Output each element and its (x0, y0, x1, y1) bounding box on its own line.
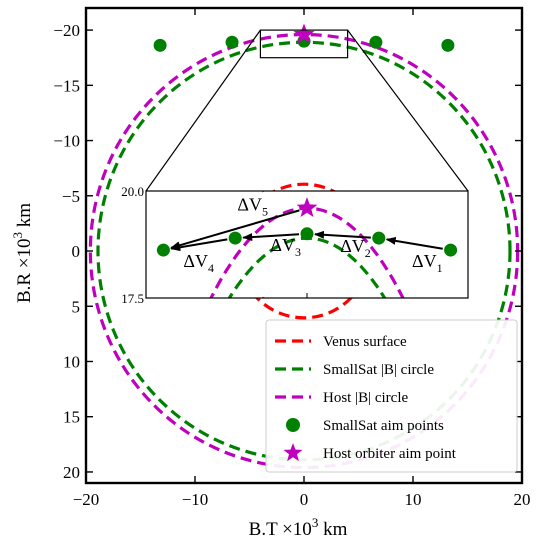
legend-box (265, 319, 518, 473)
smallsat-aim-point (225, 35, 239, 49)
y-tick-label: −15 (53, 76, 80, 95)
zoom-connector-left (145, 29, 261, 192)
y-tick-label: 5 (72, 297, 81, 316)
inset-smallsat-aim-point (300, 227, 314, 241)
delta-v-arrow-1 (385, 236, 443, 250)
legend-label-host-circle: Host |B| circle (323, 390, 408, 406)
delta-v-label-4: ΔV4 (183, 251, 214, 275)
legend-label-smallsat-points: SmallSat aim points (323, 418, 444, 434)
smallsat-aim-point (441, 38, 455, 52)
delta-v-label-3: ΔV3 (270, 235, 301, 259)
x-tick-label: 10 (405, 490, 422, 509)
x-tick-label: 0 (300, 490, 309, 509)
delta-v-label-2: ΔV2 (340, 236, 371, 260)
legend-label-host-point: Host orbiter aim point (323, 446, 457, 462)
inset-arrows (170, 209, 443, 252)
legend-key-host-point (283, 443, 303, 462)
inset-smallsat-aim-point (228, 231, 242, 245)
inset-smallsat-aim-point (444, 243, 458, 257)
x-tick-label: −10 (182, 490, 209, 509)
delta-v-label-5: ΔV5 (237, 194, 268, 218)
delta-v-arrow-2 (313, 230, 371, 239)
inset-y-tick-label: 20.0 (121, 184, 144, 199)
inset-points (156, 197, 458, 257)
y-tick-label: 10 (63, 352, 80, 371)
smallsat-aim-point (153, 38, 167, 52)
y-tick-label: 20 (63, 463, 80, 482)
inset-smallsat-aim-point (372, 231, 386, 245)
zoom-connector-right (347, 29, 469, 192)
x-tick-label: 20 (514, 490, 531, 509)
zoom-links (145, 29, 469, 192)
legend-key-smallsat-points (286, 418, 300, 432)
x-tick-label: −20 (73, 490, 100, 509)
y-tick-label: −10 (53, 132, 80, 151)
inset-labels: ΔV1 ΔV2 ΔV3 ΔV4 ΔV5 (183, 194, 442, 275)
y-tick-label: −20 (53, 21, 80, 40)
zoom-source-box (259, 29, 349, 59)
delta-v-label-1: ΔV1 (412, 251, 443, 275)
legend-label-venus: Venus surface (323, 334, 407, 350)
main-points (153, 23, 455, 52)
inset-host-aim-point (296, 197, 318, 218)
delta-v-arrow-3 (242, 233, 300, 242)
inset-smallsat-aim-point (156, 243, 170, 257)
smallsat-aim-point (369, 35, 383, 49)
legend-label-smallsat-circle: SmallSat |B| circle (323, 362, 434, 378)
host-aim-point (293, 23, 315, 44)
legend: Venus surface SmallSat |B| circle Host |… (265, 319, 518, 473)
axis-ticks (85, 8, 523, 483)
x-axis-label: B.T ×103 km (249, 515, 348, 540)
inset-y-tick-label: 17.5 (121, 291, 144, 306)
inset-venus-arc-bottom (262, 296, 354, 298)
y-tick-label: 15 (63, 408, 80, 427)
y-axis-label: B.R ×103 km (10, 203, 35, 303)
axis-tick-labels: −20 −10 0 10 20 −20 −15 −10 −5 0 5 10 15 20 (53, 21, 530, 509)
y-tick-label: −5 (62, 187, 80, 206)
inset-ticks: 20.0 17.5 (121, 184, 308, 306)
delta-v-arrow-5 (170, 209, 300, 250)
y-tick-label: 0 (72, 242, 81, 261)
